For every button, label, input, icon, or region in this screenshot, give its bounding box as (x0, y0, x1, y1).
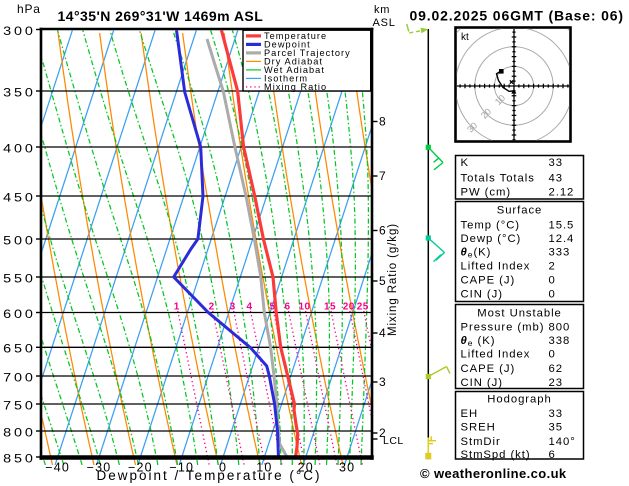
svg-text:K: K (461, 157, 470, 169)
svg-text:6: 6 (284, 302, 290, 313)
svg-text:35: 35 (549, 422, 563, 434)
svg-text:10: 10 (256, 461, 272, 475)
svg-text:Wet Adiabat: Wet Adiabat (264, 65, 325, 75)
svg-text:Pressure (mb): Pressure (mb) (461, 321, 545, 333)
svg-text:800: 800 (549, 321, 571, 333)
svg-text:Parcel Trajectory: Parcel Trajectory (264, 48, 351, 58)
svg-text:10: 10 (493, 93, 507, 107)
svg-text:15: 15 (324, 302, 336, 313)
svg-text:43: 43 (549, 173, 563, 185)
svg-text:Lifted Index: Lifted Index (461, 260, 531, 272)
svg-text:23: 23 (549, 377, 563, 389)
svg-text:8: 8 (379, 115, 386, 129)
svg-text:CIN (J): CIN (J) (461, 377, 503, 389)
svg-text:6: 6 (549, 449, 556, 461)
svg-text:Totals Totals: Totals Totals (461, 173, 535, 185)
svg-text:CIN (J): CIN (J) (461, 289, 503, 301)
svg-text:3: 3 (230, 302, 236, 313)
svg-text:© weatheronline.co.uk: © weatheronline.co.uk (420, 466, 567, 481)
svg-text:Hodograph: Hodograph (487, 394, 551, 406)
svg-text:Mixing Ratio (g/kg): Mixing Ratio (g/kg) (387, 223, 399, 336)
svg-text:62: 62 (549, 363, 563, 375)
svg-text:33: 33 (549, 408, 563, 420)
svg-text:10: 10 (298, 302, 310, 313)
svg-text:StmSpd (kt): StmSpd (kt) (461, 449, 531, 461)
svg-text:700: 700 (3, 370, 36, 384)
svg-text:−40: −40 (45, 461, 70, 475)
svg-text:Temperature: Temperature (264, 31, 327, 41)
svg-text:1: 1 (174, 302, 180, 313)
svg-text:333: 333 (549, 246, 571, 258)
svg-text:650: 650 (3, 342, 36, 356)
svg-text:2: 2 (549, 260, 556, 272)
svg-text:2: 2 (379, 426, 386, 440)
svg-text:StmDir: StmDir (461, 436, 501, 448)
svg-text:Dewpoint / Temperature (°C): Dewpoint / Temperature (°C) (97, 468, 322, 483)
svg-text:15.5: 15.5 (549, 220, 575, 232)
svg-text:300: 300 (3, 24, 36, 38)
svg-text:Lifted Index: Lifted Index (461, 349, 531, 361)
svg-text:500: 500 (3, 233, 36, 247)
svg-text:4: 4 (246, 302, 252, 313)
svg-text:Surface: Surface (497, 205, 543, 217)
svg-text:550: 550 (3, 271, 36, 285)
svg-text:Temp (°C): Temp (°C) (461, 220, 521, 232)
svg-text:14°35'N 269°31'W 1469m ASL: 14°35'N 269°31'W 1469m ASL (58, 8, 264, 24)
svg-text:09.02.2025 06GMT (Base: 06): 09.02.2025 06GMT (Base: 06) (410, 8, 624, 24)
svg-text:350: 350 (3, 85, 36, 99)
svg-text:7: 7 (379, 169, 386, 183)
svg-text:450: 450 (3, 190, 36, 204)
svg-text:−10: −10 (169, 461, 194, 475)
svg-text:km: km (374, 4, 390, 16)
svg-text:Mixing Ratio: Mixing Ratio (264, 82, 327, 92)
svg-text:3: 3 (379, 375, 386, 389)
svg-text:Dewp (°C): Dewp (°C) (461, 233, 522, 245)
svg-text:PW (cm): PW (cm) (461, 187, 512, 199)
svg-text:0: 0 (219, 461, 227, 475)
svg-text:800: 800 (3, 425, 36, 439)
svg-text:30: 30 (465, 121, 479, 135)
svg-text:−20: −20 (128, 461, 153, 475)
svg-text:400: 400 (3, 141, 36, 155)
svg-text:2.12: 2.12 (549, 187, 575, 199)
svg-text:30: 30 (339, 461, 355, 475)
svg-text:2: 2 (209, 302, 215, 313)
svg-text:140°: 140° (549, 436, 576, 448)
svg-text:EH: EH (461, 408, 479, 420)
svg-text:4: 4 (379, 326, 386, 340)
svg-text:Dewpoint: Dewpoint (264, 40, 311, 50)
svg-text:Isotherm: Isotherm (264, 74, 308, 84)
svg-text:12.4: 12.4 (549, 233, 575, 245)
svg-text:SREH: SREH (461, 422, 496, 434)
svg-text:CAPE (J): CAPE (J) (461, 275, 516, 287)
svg-text:Dry Adiabat: Dry Adiabat (264, 57, 323, 67)
svg-text:LCL: LCL (383, 435, 404, 447)
svg-text:θe (K): θe (K) (461, 335, 496, 348)
svg-text:0: 0 (549, 275, 556, 287)
svg-text:20: 20 (298, 461, 314, 475)
svg-text:CAPE (J): CAPE (J) (461, 363, 516, 375)
svg-text:0: 0 (549, 349, 556, 361)
svg-text:6: 6 (379, 224, 386, 238)
svg-text:θe(K): θe(K) (461, 246, 492, 259)
svg-text:ASL: ASL (373, 17, 396, 29)
svg-text:750: 750 (3, 398, 36, 412)
svg-text:600: 600 (3, 307, 36, 321)
svg-text:850: 850 (3, 451, 36, 465)
svg-text:5: 5 (269, 302, 275, 313)
svg-text:25: 25 (357, 302, 369, 313)
svg-text:hPa: hPa (17, 2, 41, 16)
svg-text:Most Unstable: Most Unstable (477, 308, 562, 320)
svg-text:−30: −30 (87, 461, 112, 475)
svg-text:kt: kt (461, 32, 469, 43)
svg-text:33: 33 (549, 157, 563, 169)
svg-text:0: 0 (549, 289, 556, 301)
svg-text:338: 338 (549, 335, 571, 347)
svg-text:5: 5 (379, 274, 386, 288)
svg-text:20: 20 (343, 302, 355, 313)
